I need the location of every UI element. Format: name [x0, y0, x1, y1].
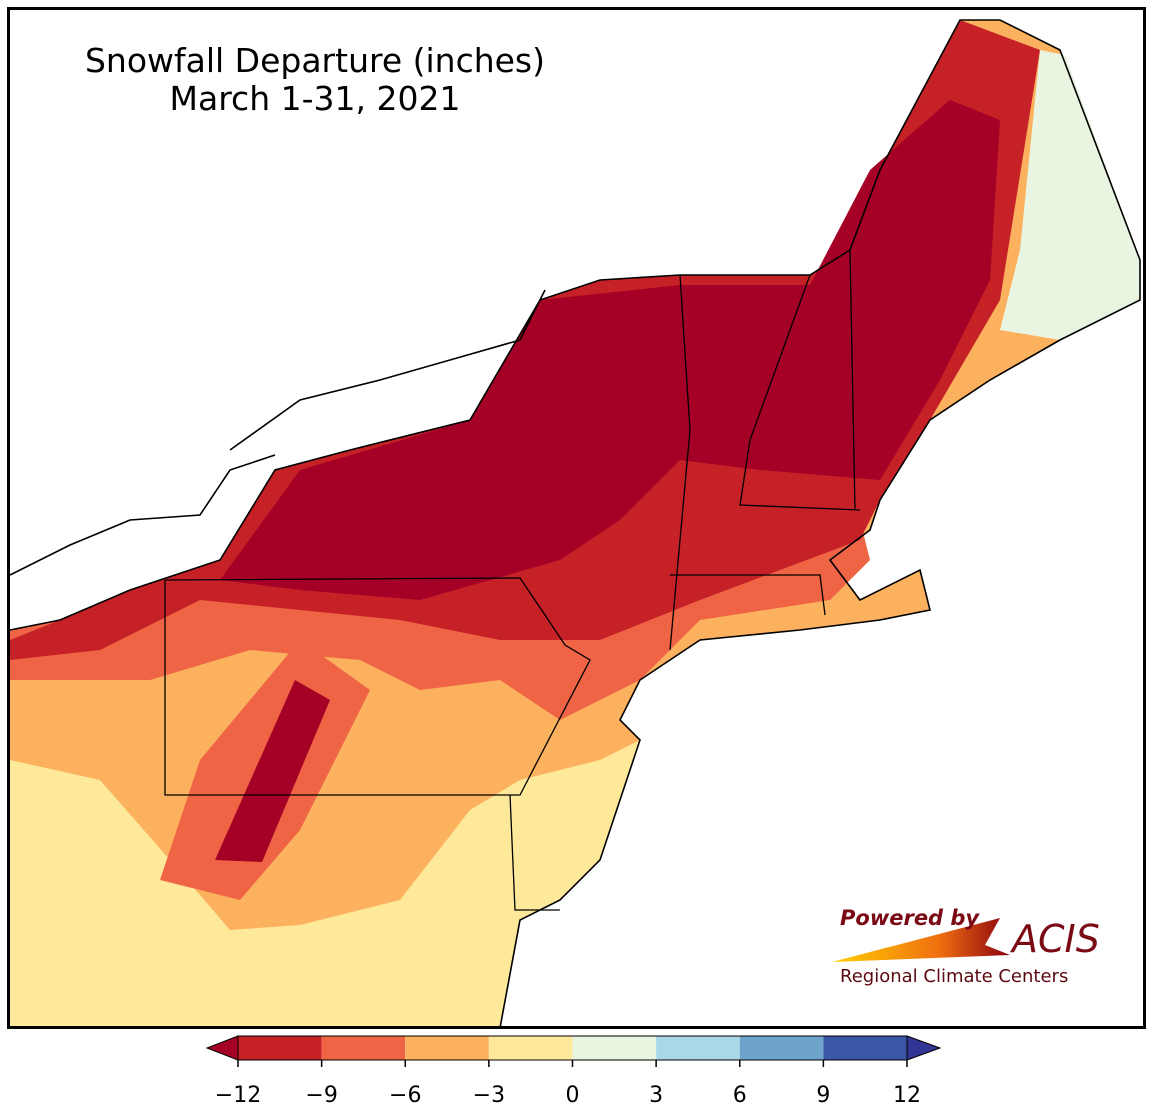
colorbar-tick-label: 9 [816, 1083, 830, 1108]
state-border [509, 794, 560, 911]
coastline [9, 19, 1141, 1029]
colorbar-tick-label: −3 [473, 1083, 505, 1108]
region [10, 740, 640, 1028]
map-frame [7, 7, 1146, 1029]
colorbar-tick-label: −6 [389, 1083, 421, 1108]
colorbar-tick-label: −12 [215, 1083, 261, 1108]
region [220, 100, 1000, 600]
map [9, 19, 1141, 1029]
logo-powered-by: Powered by [840, 906, 980, 930]
state-border [849, 249, 856, 511]
state-border [669, 274, 691, 651]
colorbar-tick-label: 12 [893, 1083, 921, 1108]
colorbar-tick-label: 0 [566, 1083, 580, 1108]
logo-swoosh [832, 918, 1010, 962]
state-border [164, 577, 591, 796]
logo-tagline: Regional Climate Centers [840, 966, 1068, 987]
colorbar-segment [656, 1036, 740, 1060]
colorbar: −12 −9 −6 −3 0 3 6 9 12 [205, 1035, 942, 1108]
colorbar-segment [823, 1036, 907, 1060]
colorbar-tick-label: −9 [305, 1083, 337, 1108]
map-title: Snowfall Departure (inches) [85, 41, 545, 80]
colorbar-tick-label: 6 [733, 1083, 747, 1108]
colorbar-segment [572, 1036, 657, 1060]
coastline [9, 454, 276, 576]
logo: Powered by ACIS Regional Climate Centers [832, 906, 1100, 987]
region [215, 680, 330, 862]
state-border [670, 574, 826, 616]
colorbar-tick-label: 3 [649, 1083, 663, 1108]
logo-name: ACIS [1009, 917, 1100, 961]
coastline [229, 289, 546, 451]
map-subtitle: March 1-31, 2021 [170, 79, 461, 118]
region [1000, 50, 1140, 340]
colorbar-segment [321, 1036, 406, 1060]
colorbar-segment [739, 1036, 824, 1060]
colorbar-segment [488, 1036, 573, 1060]
colorbar-segment [238, 1036, 322, 1060]
colorbar-segment [405, 1036, 489, 1060]
state-border [739, 274, 861, 511]
